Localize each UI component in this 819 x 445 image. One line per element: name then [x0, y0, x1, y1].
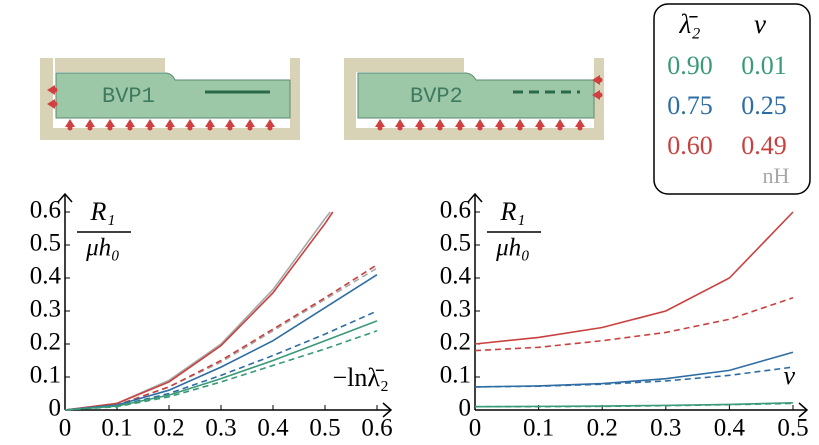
legend-cell: 0.49 — [741, 131, 787, 160]
y-tick-label: 0.5 — [30, 230, 61, 257]
x-tick-label: 0.4 — [257, 415, 289, 442]
legend-cell: 0.01 — [741, 51, 787, 80]
bvp2-diagram: BVP2 — [344, 58, 604, 140]
diagram-label: BVP2 — [410, 84, 463, 109]
legend-cell: 0.75 — [667, 91, 713, 120]
y-tick-label: 0.3 — [440, 296, 471, 323]
x-tick-label: 0.5 — [777, 415, 808, 442]
series-line — [64, 264, 378, 411]
y-tick-label: 0.2 — [440, 329, 471, 356]
legend-cell: 0.90 — [667, 51, 713, 80]
legend-header: ν — [754, 9, 766, 39]
x-tick-label: 0.3 — [650, 415, 681, 442]
y-tick-label: 0 — [49, 395, 62, 422]
y-tick-label: 0.4 — [440, 263, 472, 290]
x-label: ν — [783, 361, 795, 390]
y-axis-arrow — [57, 192, 73, 203]
series-line — [474, 297, 794, 352]
legend-cell: 0.25 — [741, 91, 787, 120]
bvp1-diagram: BVP1 — [40, 58, 300, 140]
series-line — [64, 320, 378, 411]
chart: 0 0.1 0.2 0.3 0.4 0.5 0 0.1 0.2 0.3 0.4 0.5 0.6 R₁ μh₀… — [440, 192, 809, 442]
x-tick-label: 0.3 — [205, 415, 236, 442]
y-tick-label: 0.6 — [30, 197, 61, 224]
chart: 0 0.1 0.2 0.3 0.4 0.5 0.6 0 0.1 0.2 0.3 0.4 0.5 0.6 R₁… — [30, 192, 393, 442]
y-tick-label: 0.1 — [440, 362, 471, 389]
y-tick-label: 0.6 — [440, 197, 471, 224]
legend: λ̄₂ ν 0.90 0.01 0.75 0.25 0.60 0.49 nH — [667, 9, 789, 188]
series-line — [474, 351, 794, 388]
x-tick-label: 0.2 — [153, 415, 184, 442]
series-line — [64, 274, 378, 411]
series-line — [474, 366, 794, 388]
series-line — [475, 402, 794, 408]
y-tick-label: 0.1 — [30, 362, 61, 389]
y-tick-label: 0 — [459, 395, 472, 422]
y-label-top: R₁ — [500, 197, 526, 226]
y-tick-label: 0.5 — [440, 230, 471, 257]
x-tick-label: 0 — [59, 415, 72, 442]
x-tick-label: 0.6 — [361, 415, 392, 442]
plots: 0 0.1 0.2 0.3 0.4 0.5 0.6 0 0.1 0.2 0.3 0.4 0.5 0.6 R₁… — [30, 192, 809, 442]
x-tick-label: 0.2 — [587, 415, 618, 442]
y-tick-label: 0.4 — [30, 263, 62, 290]
series-line — [64, 211, 334, 411]
series-line — [474, 211, 794, 345]
y-label-bottom: μh₀ — [495, 235, 530, 262]
y-label-bottom: μh₀ — [85, 235, 120, 262]
y-axis-arrow — [467, 192, 483, 203]
legend-note: nH — [763, 163, 790, 188]
legend-box — [653, 3, 811, 195]
x-axis-arrow — [798, 402, 809, 418]
x-tick-label: 0 — [469, 415, 482, 442]
series-line — [64, 330, 378, 411]
x-tick-label: 0.5 — [309, 415, 340, 442]
y-tick-label: 0.3 — [30, 296, 61, 323]
legend-cell: 0.60 — [667, 131, 713, 160]
legend-header: λ̄₂ — [678, 9, 700, 39]
x-tick-label: 0.1 — [523, 415, 554, 442]
y-tick-label: 0.2 — [30, 329, 61, 356]
y-label-top: R₁ — [90, 197, 116, 226]
x-label: −lnλ̄₂ — [332, 363, 389, 392]
diagram-label: BVP1 — [102, 84, 155, 109]
x-axis-arrow — [382, 402, 393, 418]
x-tick-label: 0.1 — [101, 415, 132, 442]
x-tick-label: 0.4 — [714, 415, 746, 442]
